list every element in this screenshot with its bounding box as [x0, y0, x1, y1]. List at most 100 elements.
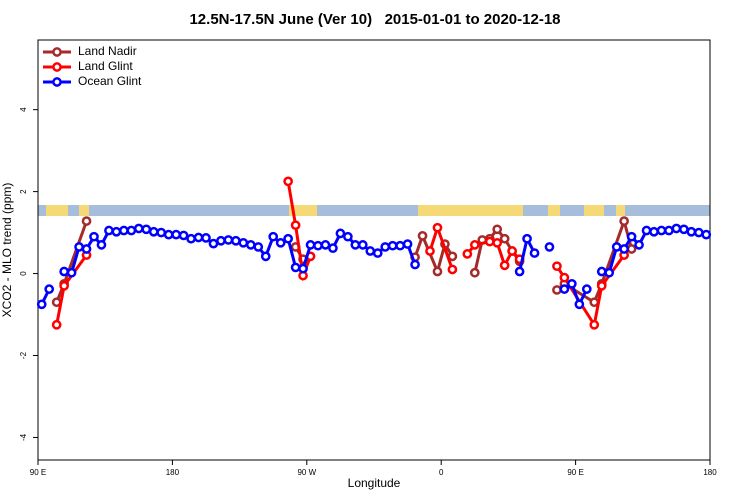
legend-marker [52, 77, 62, 87]
data-point [208, 238, 219, 249]
data-point [119, 225, 129, 236]
data-point [111, 226, 122, 237]
data-point [559, 284, 570, 294]
data-point [395, 240, 405, 251]
data-point [186, 233, 196, 244]
data-point [59, 266, 69, 277]
x-tick-label: 90 E [567, 468, 583, 477]
data-point [328, 243, 338, 254]
data-point [148, 226, 159, 237]
data-point [522, 233, 532, 244]
data-point [268, 231, 279, 242]
data-point [619, 216, 629, 226]
data-point [193, 232, 204, 243]
x-axis-title: Longitude [348, 476, 401, 490]
data-point [552, 261, 562, 272]
legend-label: Land Glint [78, 59, 133, 73]
data-point [664, 225, 674, 236]
data-point [626, 244, 637, 254]
data-point [253, 242, 264, 252]
data-point [529, 248, 540, 258]
data-point [671, 223, 682, 234]
data-point [649, 226, 659, 237]
data-point [283, 176, 293, 187]
legend-label: Ocean Glint [78, 74, 142, 88]
data-point [313, 240, 323, 251]
data-point [231, 235, 241, 246]
map-strip [38, 205, 710, 216]
data-point [171, 229, 181, 240]
y-tick-label: 0 [19, 271, 28, 276]
data-point [544, 242, 555, 252]
data-point [51, 319, 62, 330]
data-point [305, 240, 316, 250]
data-point [641, 225, 652, 236]
data-point [81, 216, 92, 226]
x-tick-label: 180 [703, 468, 717, 477]
data-point [298, 263, 308, 274]
data-point [156, 227, 167, 238]
data-point [201, 233, 211, 243]
plot-frame [37, 39, 711, 461]
data-point [126, 225, 137, 236]
data-point [574, 299, 585, 310]
data-point [611, 242, 622, 252]
data-point [499, 233, 510, 244]
data-point [372, 248, 383, 258]
data-point [589, 319, 600, 330]
data-point [365, 246, 376, 256]
data-point [387, 240, 398, 251]
x-tick-label: 180 [166, 468, 180, 477]
data-point [59, 281, 69, 291]
data-point [238, 237, 249, 248]
data-point [559, 272, 570, 283]
data-point [290, 220, 301, 231]
y-tick-label: 4 [19, 107, 28, 112]
data-point [492, 224, 503, 235]
y-axis-title: XCO2 - MLO trend (ppm) [0, 183, 14, 318]
data-point [216, 235, 226, 246]
data-point [350, 240, 361, 250]
data-point [701, 229, 712, 240]
data-point [567, 278, 577, 289]
data-point [447, 264, 458, 275]
data-point [260, 251, 271, 262]
data-point [469, 240, 480, 250]
data-point [89, 231, 99, 242]
x-tick-label: 90 W [297, 468, 316, 477]
data-point [619, 244, 629, 254]
legend-marker [52, 47, 62, 57]
x-tick-label: 90 E [30, 468, 46, 477]
data-point [74, 242, 84, 252]
data-point [320, 240, 331, 250]
data-point [66, 267, 77, 278]
data-point [492, 237, 503, 248]
data-point [507, 246, 517, 256]
chart-title: 12.5N-17.5N June (Ver 10) 2015-01-01 to … [189, 11, 560, 28]
data-point [245, 240, 256, 250]
data-point [679, 224, 689, 235]
data-point [44, 284, 55, 294]
data-point [96, 240, 107, 250]
data-point [462, 249, 473, 259]
data-point [380, 242, 391, 252]
data-point [469, 267, 480, 278]
data-point [133, 223, 144, 234]
data-point [402, 239, 413, 249]
data-point [581, 284, 592, 294]
data-point [626, 231, 637, 242]
data-point [634, 240, 644, 250]
legend-marker [52, 62, 62, 72]
data-point [141, 224, 152, 235]
data-point [357, 240, 368, 250]
data-point [686, 226, 697, 237]
data-point [432, 266, 443, 277]
data-point [604, 267, 615, 278]
data-point [484, 236, 495, 247]
data-point [104, 225, 114, 236]
data-point [656, 225, 667, 236]
data-point [81, 244, 92, 254]
data-point [163, 229, 174, 240]
y-tick-label: 2 [19, 189, 28, 194]
